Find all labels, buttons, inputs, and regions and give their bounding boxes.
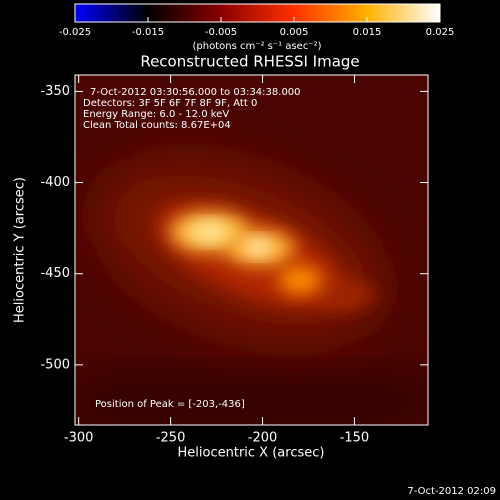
y-axis-label: Heliocentric Y (arcsec) [13, 177, 28, 323]
plot-frame [74, 74, 429, 426]
x-axis-label: Heliocentric X (arcsec) [178, 446, 325, 461]
colorbar-tick-label: 0.025 [426, 27, 455, 38]
annotation: Clean Total counts: 8.67E+04 [83, 120, 231, 131]
colorbar-tick-label: -0.025 [59, 27, 91, 38]
colorbar-tick-label: 0.015 [353, 27, 382, 38]
x-tick-label: -250 [156, 431, 186, 446]
y-tick-label: -500 [40, 357, 70, 372]
y-tick-label: -450 [40, 266, 70, 281]
timestamp: 7-Oct-2012 02:09 [407, 486, 496, 497]
y-tick-label: -400 [40, 175, 70, 190]
solar-image [75, 75, 428, 425]
x-tick-label: -300 [64, 431, 94, 446]
colorbar-tick-label: -0.015 [132, 27, 164, 38]
x-tick-label: -200 [248, 431, 278, 446]
colorbar-tick-label: 0.005 [280, 27, 309, 38]
y-tick-label: -350 [40, 84, 70, 99]
peak-note: Position of Peak = [-203,-436] [95, 399, 245, 410]
x-tick-label: -150 [340, 431, 370, 446]
colorbar-tick-label: -0.005 [205, 27, 237, 38]
colorbar-label: (photons cm⁻² s⁻¹ asec⁻²) [192, 41, 321, 52]
colorbar [74, 3, 441, 23]
annotation: Detectors: 3F 5F 6F 7F 8F 9F, Att 0 [83, 98, 257, 109]
annotation: Energy Range: 6.0 - 12.0 keV [83, 109, 229, 120]
chart-title: Reconstructed RHESSI Image [140, 53, 359, 71]
annotation: 7-Oct-2012 03:30:56.000 to 03:34:38.000 [90, 87, 301, 98]
